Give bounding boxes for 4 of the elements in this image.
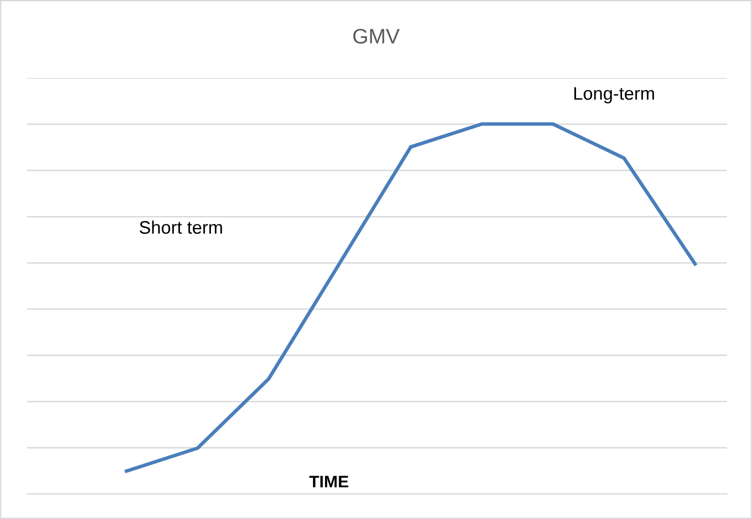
annotation: Short term (140, 220, 222, 234)
x-axis-title: TIME (309, 476, 348, 488)
text: Long-term (574, 87, 654, 104)
chart-title: GMV (353, 28, 400, 44)
